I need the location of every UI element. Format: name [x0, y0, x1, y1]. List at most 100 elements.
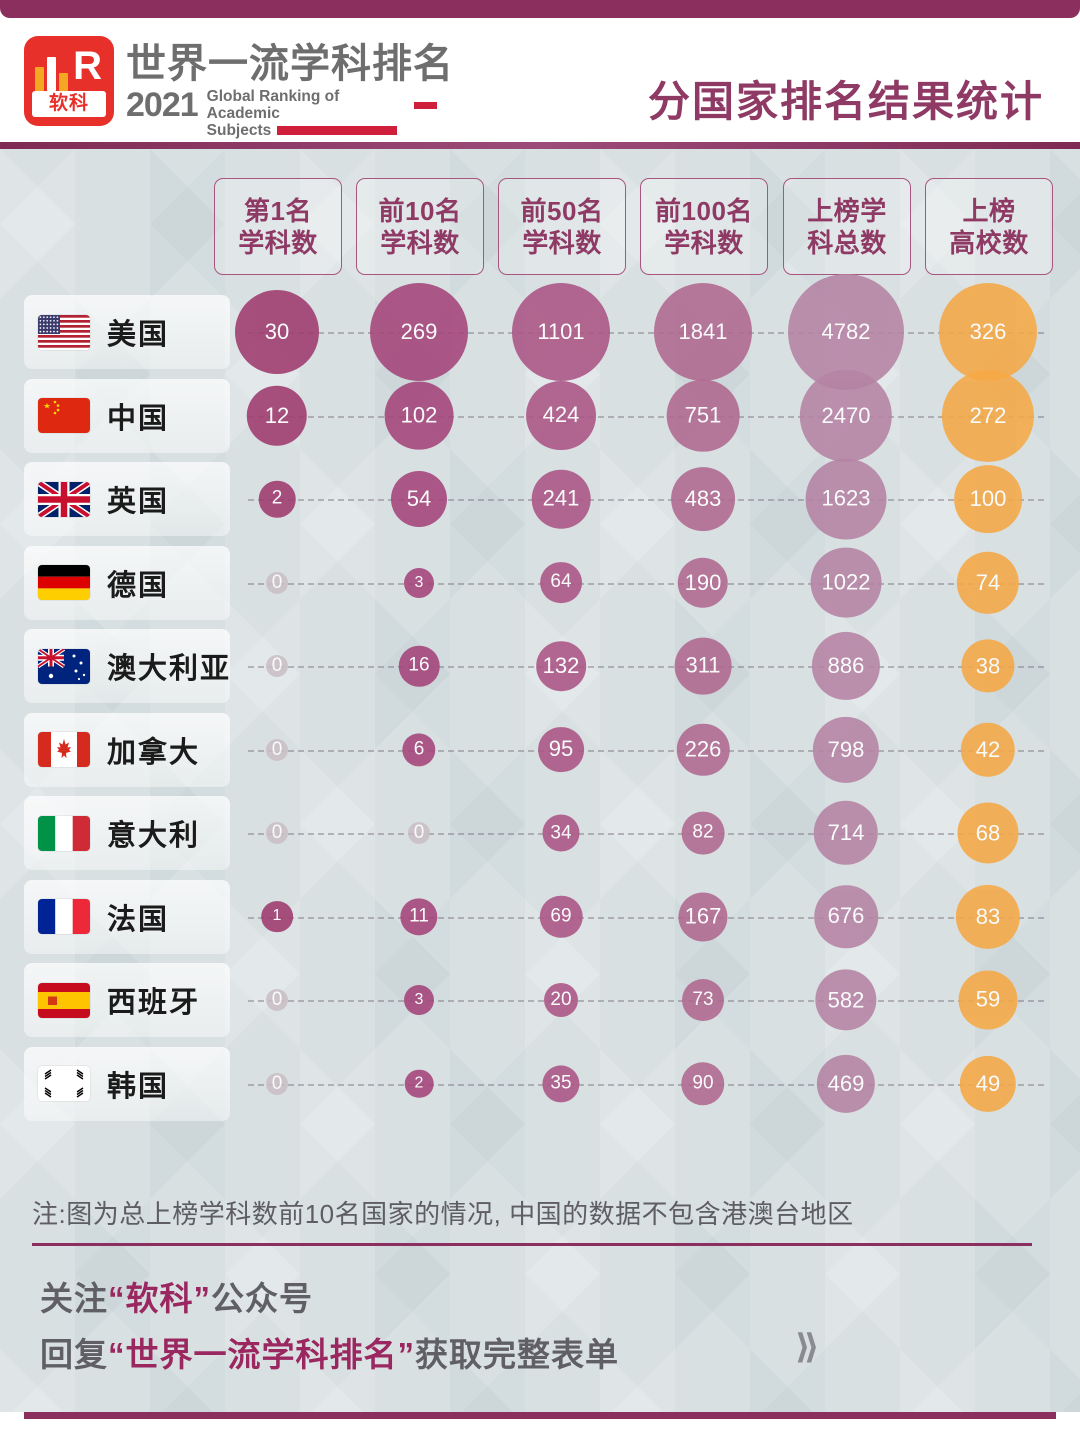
bubble-univ-西班牙[interactable]: 59 — [958, 970, 1018, 1030]
bubble-top50-英国[interactable]: 241 — [531, 469, 591, 529]
cta2-em: “世界一流学科排名” — [108, 1336, 415, 1373]
bubble-top100-西班牙[interactable]: 73 — [682, 979, 724, 1021]
country-cell-8[interactable]: 西班牙 — [24, 963, 230, 1037]
bubble-total-韩国[interactable]: 469 — [816, 1054, 876, 1113]
flag-ca-icon — [38, 732, 90, 767]
column-header-top100-line1: 前100名 — [655, 195, 753, 226]
column-header-top50-line1: 前50名 — [520, 195, 604, 226]
table-row: 英国 2 54 241 483 1623 100 — [0, 458, 1080, 542]
country-cell-1[interactable]: 中国 — [24, 378, 230, 453]
bubble-univ-法国[interactable]: 83 — [955, 884, 1021, 949]
flag-de-icon — [38, 565, 90, 600]
bubble-rank1-西班牙[interactable]: 0 — [266, 989, 288, 1011]
flag-us-icon — [38, 314, 90, 350]
brand-title-block: 世界一流学科排名 2021 Global Ranking of Academic… — [126, 38, 454, 139]
bubble-total-法国[interactable]: 676 — [814, 884, 878, 949]
table-row: 意大利 0 0 34 82 714 68 — [0, 792, 1080, 876]
cta1-post: 公众号 — [211, 1280, 313, 1317]
bubble-top100-中国[interactable]: 751 — [666, 379, 740, 452]
page-header: R 软科 世界一流学科排名 2021 Global Ranking of Aca… — [0, 18, 1080, 142]
bubble-rank1-法国[interactable]: 1 — [261, 900, 293, 933]
bubble-top10-中国[interactable]: 102 — [384, 381, 454, 450]
bubble-top50-中国[interactable]: 424 — [526, 380, 596, 451]
bubble-rank1-意大利[interactable]: 0 — [266, 822, 288, 844]
bubble-top50-澳大利亚[interactable]: 132 — [536, 641, 586, 691]
country-cell-0[interactable]: 美国 — [24, 295, 230, 369]
bubble-total-澳大利亚[interactable]: 886 — [811, 631, 881, 701]
column-header-top10: 前10名 学科数 — [356, 178, 484, 275]
bubble-top50-美国[interactable]: 1101 — [512, 283, 610, 381]
country-name: 西班牙 — [107, 987, 201, 1019]
bubble-top100-加拿大[interactable]: 226 — [676, 723, 730, 776]
country-rows: 美国 30 269 1101 1841 4782 326 中国 12 102 424 751 24… — [0, 274, 1080, 1126]
bubble-top100-美国[interactable]: 1841 — [654, 283, 752, 381]
bubble-top10-韩国[interactable]: 2 — [404, 1069, 434, 1098]
bubble-total-意大利[interactable]: 714 — [813, 800, 879, 866]
bubble-total-英国[interactable]: 1623 — [805, 458, 887, 540]
bubble-rank1-韩国[interactable]: 0 — [266, 1072, 288, 1095]
row-connector-line — [248, 916, 1044, 919]
bottom-accent-bar — [24, 1412, 1056, 1419]
country-cell-2[interactable]: 英国 — [24, 462, 230, 536]
row-connector-line — [248, 1000, 1044, 1002]
table-row: 中国 12 102 424 751 2470 272 — [0, 369, 1080, 462]
bubble-top100-法国[interactable]: 167 — [678, 891, 728, 942]
country-cell-9[interactable]: 韩国 — [24, 1046, 230, 1121]
bubble-top50-韩国[interactable]: 35 — [542, 1064, 580, 1103]
bubble-univ-中国[interactable]: 272 — [941, 369, 1035, 462]
bubble-top10-美国[interactable]: 269 — [370, 283, 468, 381]
bubble-total-中国[interactable]: 2470 — [799, 369, 893, 462]
bubble-top100-英国[interactable]: 483 — [671, 467, 735, 531]
bubble-rank1-中国[interactable]: 12 — [246, 385, 308, 446]
country-cell-5[interactable]: 加拿大 — [24, 712, 230, 787]
bubble-top10-澳大利亚[interactable]: 16 — [398, 645, 440, 687]
column-header-rank1-line2: 学科数 — [238, 227, 318, 258]
bubble-top100-澳大利亚[interactable]: 311 — [674, 637, 732, 695]
bubble-top50-意大利[interactable]: 34 — [542, 814, 580, 852]
flag-fr-icon — [38, 899, 90, 934]
bubble-top100-意大利[interactable]: 82 — [681, 811, 725, 855]
table-row: 西班牙 0 3 20 73 582 59 — [0, 959, 1080, 1043]
bubble-univ-韩国[interactable]: 49 — [959, 1055, 1017, 1112]
bubble-total-德国[interactable]: 1022 — [810, 547, 882, 618]
bubble-top50-法国[interactable]: 69 — [539, 895, 583, 938]
cta-block: 关注“软科”公众号 回复“世界一流学科排名”获取完整表单 — [40, 1271, 619, 1383]
column-header-top50: 前50名 学科数 — [498, 178, 626, 275]
bubble-rank1-英国[interactable]: 2 — [258, 480, 296, 518]
bubble-univ-意大利[interactable]: 68 — [957, 802, 1019, 864]
bubble-univ-美国[interactable]: 326 — [939, 283, 1037, 381]
bubble-univ-德国[interactable]: 74 — [956, 551, 1020, 614]
bubble-total-西班牙[interactable]: 582 — [815, 969, 877, 1031]
bubble-rank1-德国[interactable]: 0 — [266, 571, 288, 594]
chart-body: 第1名 学科数 前10名 学科数 前50名 学科数 前100名 学科数 上榜学 … — [0, 149, 1080, 1412]
bubble-top10-英国[interactable]: 54 — [390, 470, 448, 528]
country-cell-7[interactable]: 法国 — [24, 879, 230, 954]
bubble-top10-德国[interactable]: 3 — [403, 567, 435, 598]
bubble-top10-意大利[interactable]: 0 — [408, 822, 430, 844]
bubble-univ-澳大利亚[interactable]: 38 — [961, 639, 1015, 693]
cta-line-2: 回复“世界一流学科排名”获取完整表单 — [40, 1327, 619, 1383]
bubble-top50-加拿大[interactable]: 95 — [538, 726, 584, 773]
country-cell-6[interactable]: 意大利 — [24, 796, 230, 870]
column-header-top100-line2: 学科数 — [664, 227, 744, 258]
bubble-total-加拿大[interactable]: 798 — [812, 716, 880, 783]
bubble-rank1-美国[interactable]: 30 — [235, 290, 319, 374]
row-connector-line — [248, 582, 1044, 585]
bubble-top100-韩国[interactable]: 90 — [681, 1061, 725, 1106]
flag-es-icon — [38, 982, 90, 1018]
red-dash-small-icon — [413, 101, 437, 109]
bubble-top10-加拿大[interactable]: 6 — [402, 732, 436, 767]
country-cell-3[interactable]: 德国 — [24, 545, 230, 620]
bubble-univ-加拿大[interactable]: 42 — [960, 722, 1016, 777]
bubble-rank1-加拿大[interactable]: 0 — [266, 738, 288, 761]
country-cell-4[interactable]: 澳大利亚 — [24, 629, 230, 703]
bubble-top100-德国[interactable]: 190 — [677, 557, 729, 608]
footnote: 注:图为总上榜学科数前10名国家的情况, 中国的数据不包含港澳台地区 — [32, 1199, 854, 1229]
bubble-top50-西班牙[interactable]: 20 — [544, 983, 578, 1017]
bubble-top50-德国[interactable]: 64 — [540, 561, 582, 604]
bubble-top10-法国[interactable]: 11 — [400, 897, 438, 936]
bubble-top10-西班牙[interactable]: 3 — [403, 984, 435, 1016]
bubble-univ-英国[interactable]: 100 — [954, 465, 1022, 533]
chevron-right-icon: ⟫ — [795, 1328, 819, 1366]
bubble-rank1-澳大利亚[interactable]: 0 — [266, 655, 288, 677]
